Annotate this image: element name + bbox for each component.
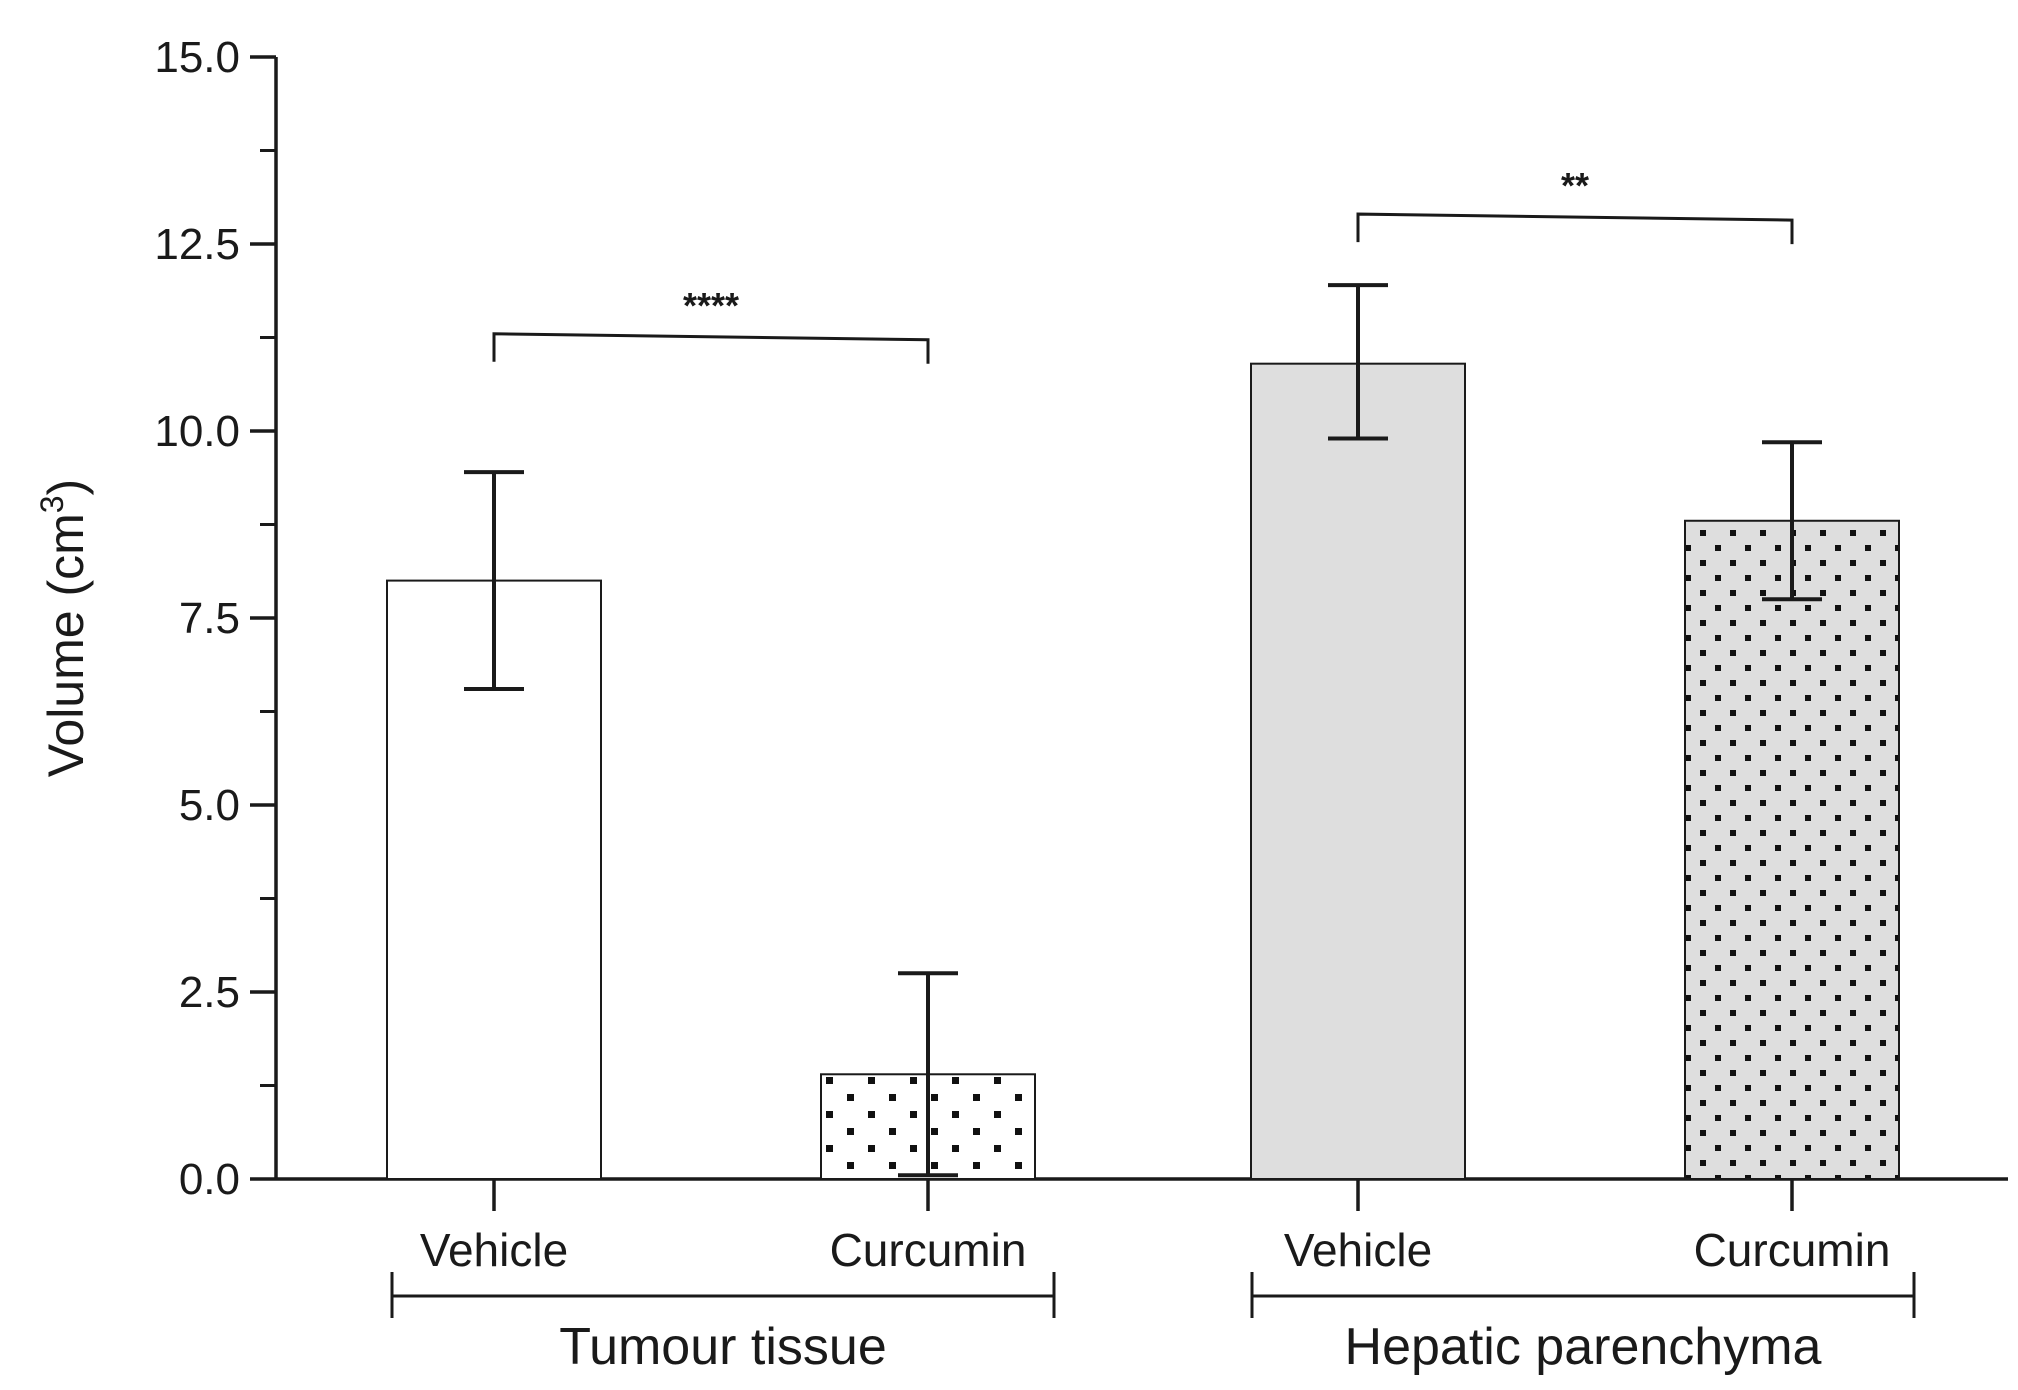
significance-label: ** — [1561, 165, 1589, 206]
category-label: Curcumin — [830, 1224, 1027, 1276]
y-tick-label: 7.5 — [179, 594, 240, 643]
significance-bracket — [1356, 212, 1794, 245]
error-bars — [464, 283, 1822, 1178]
y-tick-label: 5.0 — [179, 781, 240, 830]
category-label: Vehicle — [420, 1224, 568, 1276]
group-label: Hepatic parenchyma — [1345, 1318, 1822, 1376]
y-tick-label: 10.0 — [154, 407, 240, 456]
y-axis-title: Volume (cm3) — [34, 479, 94, 777]
y-tick-label: 15.0 — [154, 33, 240, 82]
significance-brackets: ****** — [492, 165, 1794, 364]
significance-bracket — [492, 332, 930, 364]
bar — [1250, 362, 1466, 1180]
bar — [1684, 519, 1900, 1180]
y-tick-label: 0.0 — [179, 1155, 240, 1204]
y-tick-label: 12.5 — [154, 220, 240, 269]
y-tick-label: 2.5 — [179, 968, 240, 1017]
category-labels: Vehicle Curcumin Vehicle Curcumin Tumour tis… — [390, 1224, 1916, 1376]
category-label: Curcumin — [1694, 1224, 1891, 1276]
bars — [386, 362, 1900, 1181]
significance-label: **** — [683, 285, 739, 326]
group-label: Tumour tissue — [559, 1318, 887, 1376]
category-label: Vehicle — [1284, 1224, 1432, 1276]
